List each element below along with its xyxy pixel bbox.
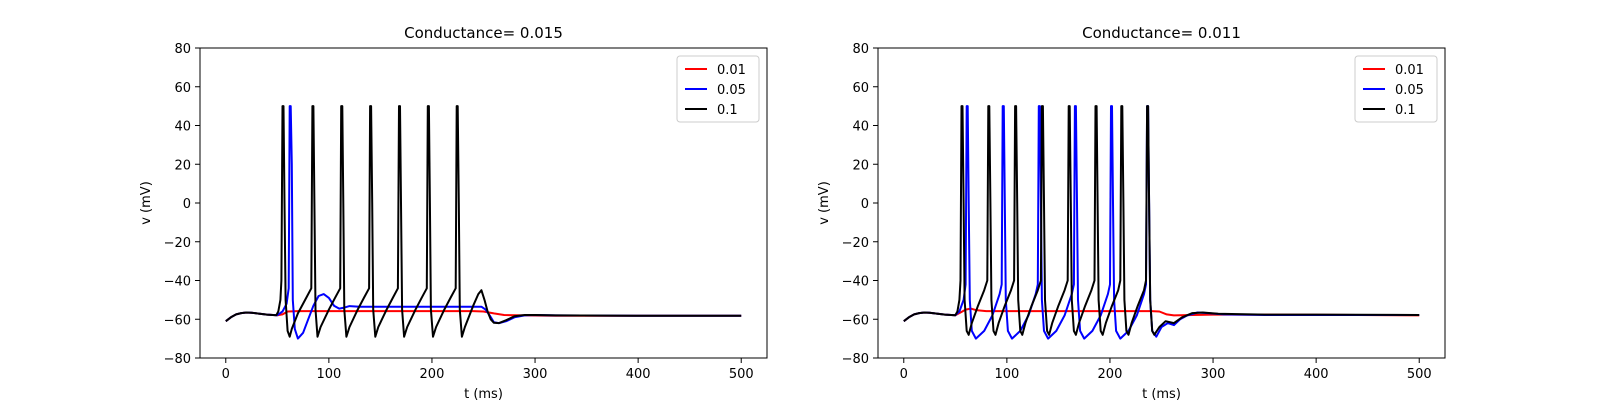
series-group [225, 105, 742, 340]
chart-title: Conductance= 0.015 [404, 24, 563, 42]
series-group [903, 105, 1420, 340]
chart-title: Conductance= 0.011 [1082, 24, 1241, 42]
x-tick-label: 400 [1304, 367, 1329, 382]
x-tick-label: 400 [626, 367, 651, 382]
y-tick-label: 40 [174, 120, 191, 135]
legend-label: 0.1 [717, 103, 738, 118]
y-tick-label: 20 [852, 158, 869, 173]
y-tick-label: −60 [842, 313, 869, 328]
legend-box [676, 55, 760, 123]
x-tick-label: 500 [1407, 367, 1432, 382]
legend-label: 0.05 [717, 83, 746, 98]
y-tick-label: −40 [164, 275, 191, 290]
x-tick-label: 100 [316, 367, 341, 382]
x-tick-label: 500 [729, 367, 754, 382]
y-tick-label: 80 [852, 42, 869, 57]
x-axis-label: t (ms) [1142, 387, 1181, 400]
y-tick-label: 60 [174, 81, 191, 96]
x-tick-label: 0 [900, 367, 908, 382]
legend-box [1354, 55, 1438, 123]
x-tick-label: 200 [1098, 367, 1123, 382]
legend: 0.01 0.05 0.1 [1354, 55, 1438, 123]
y-tick-label: −80 [842, 352, 869, 367]
series-line-0-1 [903, 105, 1420, 336]
x-tick-label: 300 [523, 367, 548, 382]
y-tick-label: −80 [164, 352, 191, 367]
y-tick-label: 60 [852, 81, 869, 96]
y-tick-label: −60 [164, 313, 191, 328]
y-tick-label: 20 [174, 158, 191, 173]
chart-panel-1: 0 100 200 300 400 500 −80 −60 −40 −20 0 20 40 60 80 Con… [139, 24, 768, 402]
y-tick-label: −20 [164, 236, 191, 251]
legend: 0.01 0.05 0.1 [676, 55, 760, 123]
legend-label: 0.01 [717, 63, 746, 78]
y-axis-label: v (mV) [817, 181, 832, 225]
y-tick-label: 0 [183, 197, 191, 212]
y-tick-label: 0 [861, 197, 869, 212]
x-tick-label: 300 [1201, 367, 1226, 382]
x-tick-label: 0 [222, 367, 230, 382]
chart-panel-2: 0 100 200 300 400 500 −80 −60 −40 −20 0 20 40 60 80 Con… [817, 24, 1446, 402]
legend-label: 0.05 [1395, 83, 1424, 98]
y-tick-label: 40 [852, 120, 869, 135]
legend-label: 0.01 [1395, 63, 1424, 78]
x-tick-label: 200 [420, 367, 445, 382]
y-axis-label: v (mV) [139, 181, 154, 225]
y-tick-label: −40 [842, 275, 869, 290]
x-tick-label: 100 [994, 367, 1019, 382]
series-line-0-1 [225, 105, 742, 338]
y-tick-label: −20 [842, 236, 869, 251]
legend-label: 0.1 [1395, 103, 1416, 118]
y-tick-label: 80 [174, 42, 191, 57]
x-axis-label: t (ms) [464, 387, 503, 400]
